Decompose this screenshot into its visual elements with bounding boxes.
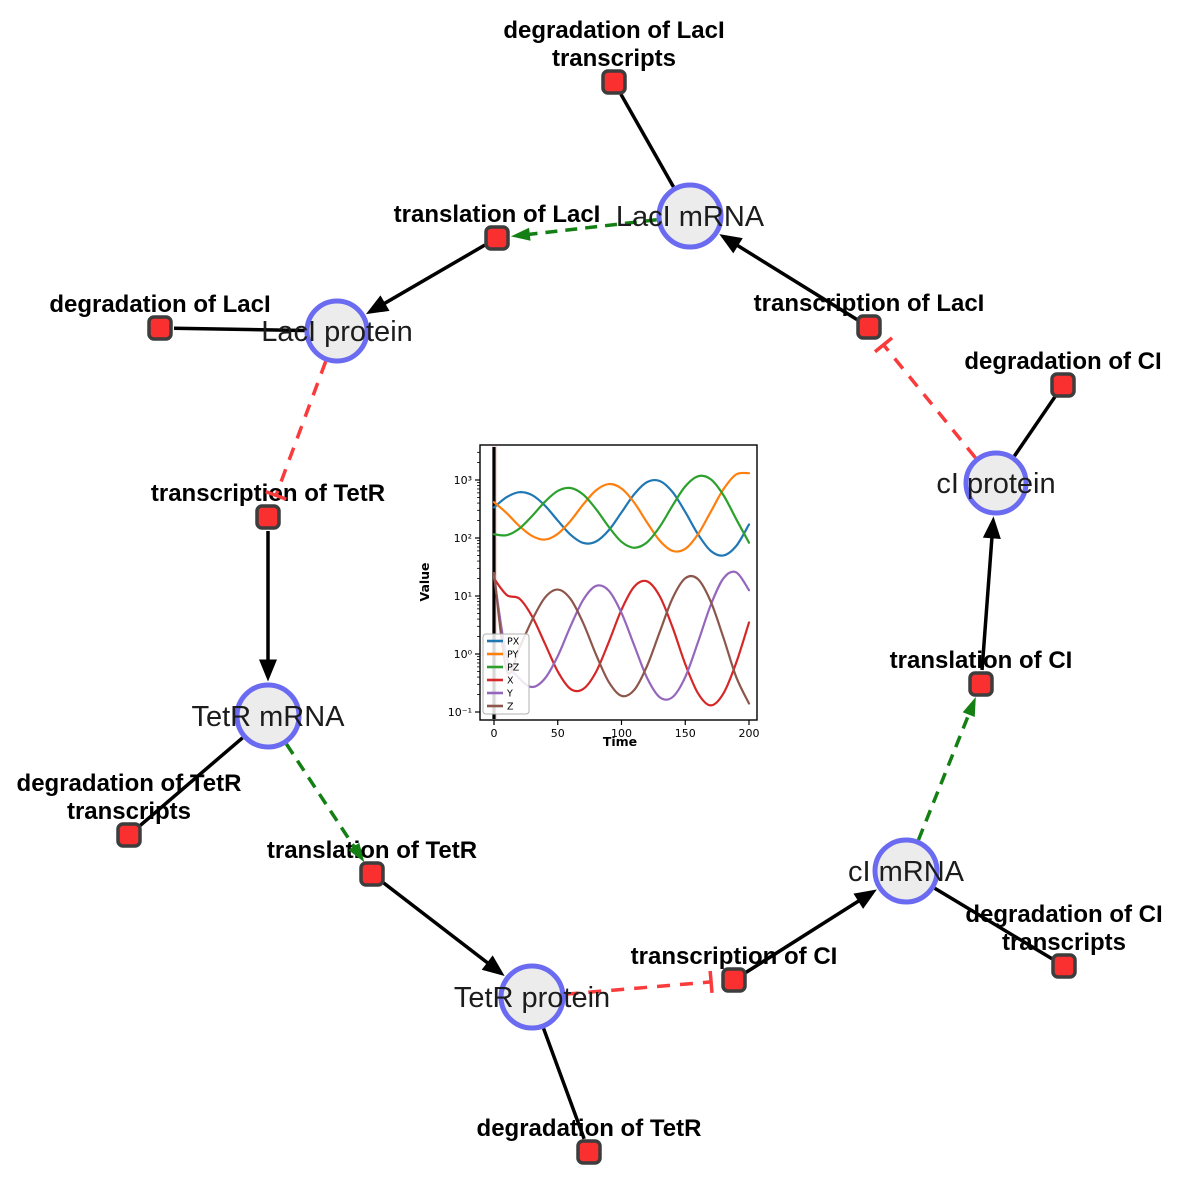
edge-txn_ci-ci_mrna-arrowhead xyxy=(853,889,877,909)
species-node-ci_protein xyxy=(963,450,1029,516)
edge-laci_mrna-transl_laci xyxy=(525,218,657,237)
species-labels-layer: LacI mRNA LacI protein TetR mRNA TetR prote… xyxy=(191,201,1055,1014)
reaction-labels-layer: degradation of LacItranscriptstranslatio… xyxy=(17,17,1163,1142)
species-node-ci_mrna xyxy=(872,837,940,905)
chart-legend-label-PZ: PZ xyxy=(507,663,520,674)
edge-transl_ci-ci_protein xyxy=(980,532,995,671)
reaction-label-deg_tetr_tx: transcripts xyxy=(67,798,191,825)
edge-txn_laci-laci_mrna xyxy=(731,241,859,322)
chart-series-Y xyxy=(492,570,751,701)
chart-legend-label-PY: PY xyxy=(507,650,519,661)
chart-xtick-label-0: 0 xyxy=(491,727,498,740)
edge-tetr_protein-deg_tetr xyxy=(541,1027,586,1140)
reaction-label-txn_ci: transcription of CI xyxy=(631,943,838,970)
reaction-node-transl_tetr xyxy=(359,861,385,887)
reaction-label-txn_laci: transcription of LacI xyxy=(754,290,985,317)
chart-ytick-label-2: 10¹ xyxy=(454,590,472,603)
reaction-node-deg_ci xyxy=(1050,372,1076,398)
edge-txn_tetr-tetr_mrna-arrowhead xyxy=(259,659,277,682)
edge-transl_laci-laci_protein xyxy=(378,243,486,308)
reaction-label-deg_laci: degradation of LacI xyxy=(49,291,270,318)
edge-tetr_mrna-transl_tetr xyxy=(284,743,358,851)
chart-legend-label-PX: PX xyxy=(507,637,520,648)
edge-txn_ci-ci_mrna xyxy=(744,896,865,974)
species-label-ci_protein: cI protein xyxy=(936,468,1055,500)
reaction-label-deg_ci_tx: transcripts xyxy=(1002,929,1126,956)
chart-legend-label-X: X xyxy=(507,676,514,687)
chart-ytick-label-1: 10⁰ xyxy=(454,648,473,661)
species-label-ci_mrna: cI mRNA xyxy=(848,856,965,888)
species-node-laci_protein xyxy=(304,298,370,364)
nodes-layer xyxy=(116,69,1077,1165)
reaction-label-deg_laci_tx: transcripts xyxy=(552,45,676,72)
chart-legend-label-Z: Z xyxy=(507,702,514,713)
reaction-node-txn_tetr xyxy=(255,504,281,530)
reaction-node-deg_ci_tx xyxy=(1051,953,1077,979)
species-node-laci_mrna xyxy=(656,182,724,250)
edge-ci_mrna-transl_ci xyxy=(916,710,972,841)
reaction-label-transl_tetr: translation of TetR xyxy=(267,837,477,864)
reaction-node-deg_tetr_tx xyxy=(116,822,142,848)
edge-transl_tetr-tetr_protein xyxy=(382,881,494,968)
chart-ytick-label-0: 10⁻¹ xyxy=(448,706,472,719)
reaction-node-deg_tetr xyxy=(576,1139,602,1165)
chart-series-PX xyxy=(492,478,751,557)
edges-layer xyxy=(138,93,1057,1140)
chart-series-Z xyxy=(492,571,751,705)
species-label-tetr_mrna: TetR mRNA xyxy=(191,701,345,733)
edge-ci_mrna-deg_ci_tx xyxy=(933,886,1053,961)
species-label-laci_protein: LacI protein xyxy=(261,316,413,348)
reaction-label-deg_tetr_tx: degradation of TetR xyxy=(17,770,242,797)
chart-frame xyxy=(479,444,758,721)
chart-legend-label-Y: Y xyxy=(506,689,513,700)
edge-tetr_protein-txn_ci xyxy=(565,980,712,996)
reaction-node-deg_laci xyxy=(147,315,173,341)
chart-ylabel: Value xyxy=(417,562,432,601)
edge-txn_laci-laci_mrna-arrowhead xyxy=(719,234,743,254)
chart-xtick-label-150: 150 xyxy=(675,727,696,740)
chart-series-PY xyxy=(492,471,751,553)
chart-legend-box xyxy=(482,633,530,715)
reaction-label-transl_laci: translation of LacI xyxy=(394,201,601,228)
edge-transl_laci-laci_protein-arrowhead xyxy=(365,295,390,315)
edge-tetr_protein-txn_ci-tbar xyxy=(708,970,714,994)
edge-laci_mrna-deg_laci_tx xyxy=(619,93,675,188)
edge-transl_ci-ci_protein-arrowhead xyxy=(982,516,1001,540)
chart-xtick-label-50: 50 xyxy=(551,727,565,740)
reaction-node-txn_laci xyxy=(856,314,882,340)
reaction-node-transl_laci xyxy=(484,225,510,251)
edge-laci_protein-txn_tetr-tbar xyxy=(265,489,287,501)
species-node-tetr_mrna xyxy=(234,682,302,750)
reaction-node-txn_ci xyxy=(721,967,747,993)
reaction-label-deg_tetr: degradation of TetR xyxy=(477,1115,702,1142)
edge-ci_protein-deg_ci xyxy=(1012,395,1057,458)
species-label-laci_mrna: LacI mRNA xyxy=(616,201,765,233)
reaction-label-deg_laci_tx: degradation of LacI xyxy=(503,17,724,44)
chart-series-PZ xyxy=(492,474,751,549)
edge-tetr_mrna-transl_tetr-arrowhead xyxy=(348,842,365,863)
edge-ci_mrna-transl_ci-arrowhead xyxy=(962,696,976,718)
reaction-node-transl_ci xyxy=(968,671,994,697)
edge-tetr_mrna-deg_tetr_tx xyxy=(138,736,244,828)
edge-laci_mrna-transl_laci-arrowhead xyxy=(510,227,531,241)
chart-ytick-label-4: 10³ xyxy=(454,474,472,487)
edge-laci_protein-txn_tetr xyxy=(274,360,328,497)
edge-transl_tetr-tetr_protein-arrowhead xyxy=(481,955,505,976)
edge-ci_protein-txn_laci-tbar xyxy=(873,336,894,354)
edge-ci_protein-txn_laci xyxy=(882,343,977,459)
reaction-node-deg_laci_tx xyxy=(601,69,627,95)
inset-chart: 0 50 100 150 200 10⁻¹ 10⁰ 10¹ 10² 10³ Time Value PX P… xyxy=(417,444,760,749)
chart-series-X xyxy=(492,577,751,707)
reaction-label-deg_ci: degradation of CI xyxy=(964,348,1161,375)
chart-xtick-label-100: 100 xyxy=(611,727,632,740)
chart-xlabel: Time xyxy=(603,734,637,749)
chart-xtick-label-200: 200 xyxy=(739,727,760,740)
edge-laci_protein-deg_laci xyxy=(173,326,305,333)
species-node-tetr_protein xyxy=(498,963,566,1031)
chart-ytick-label-3: 10² xyxy=(454,532,472,545)
reaction-label-deg_ci_tx: degradation of CI xyxy=(965,901,1162,928)
species-label-tetr_protein: TetR protein xyxy=(454,982,610,1014)
